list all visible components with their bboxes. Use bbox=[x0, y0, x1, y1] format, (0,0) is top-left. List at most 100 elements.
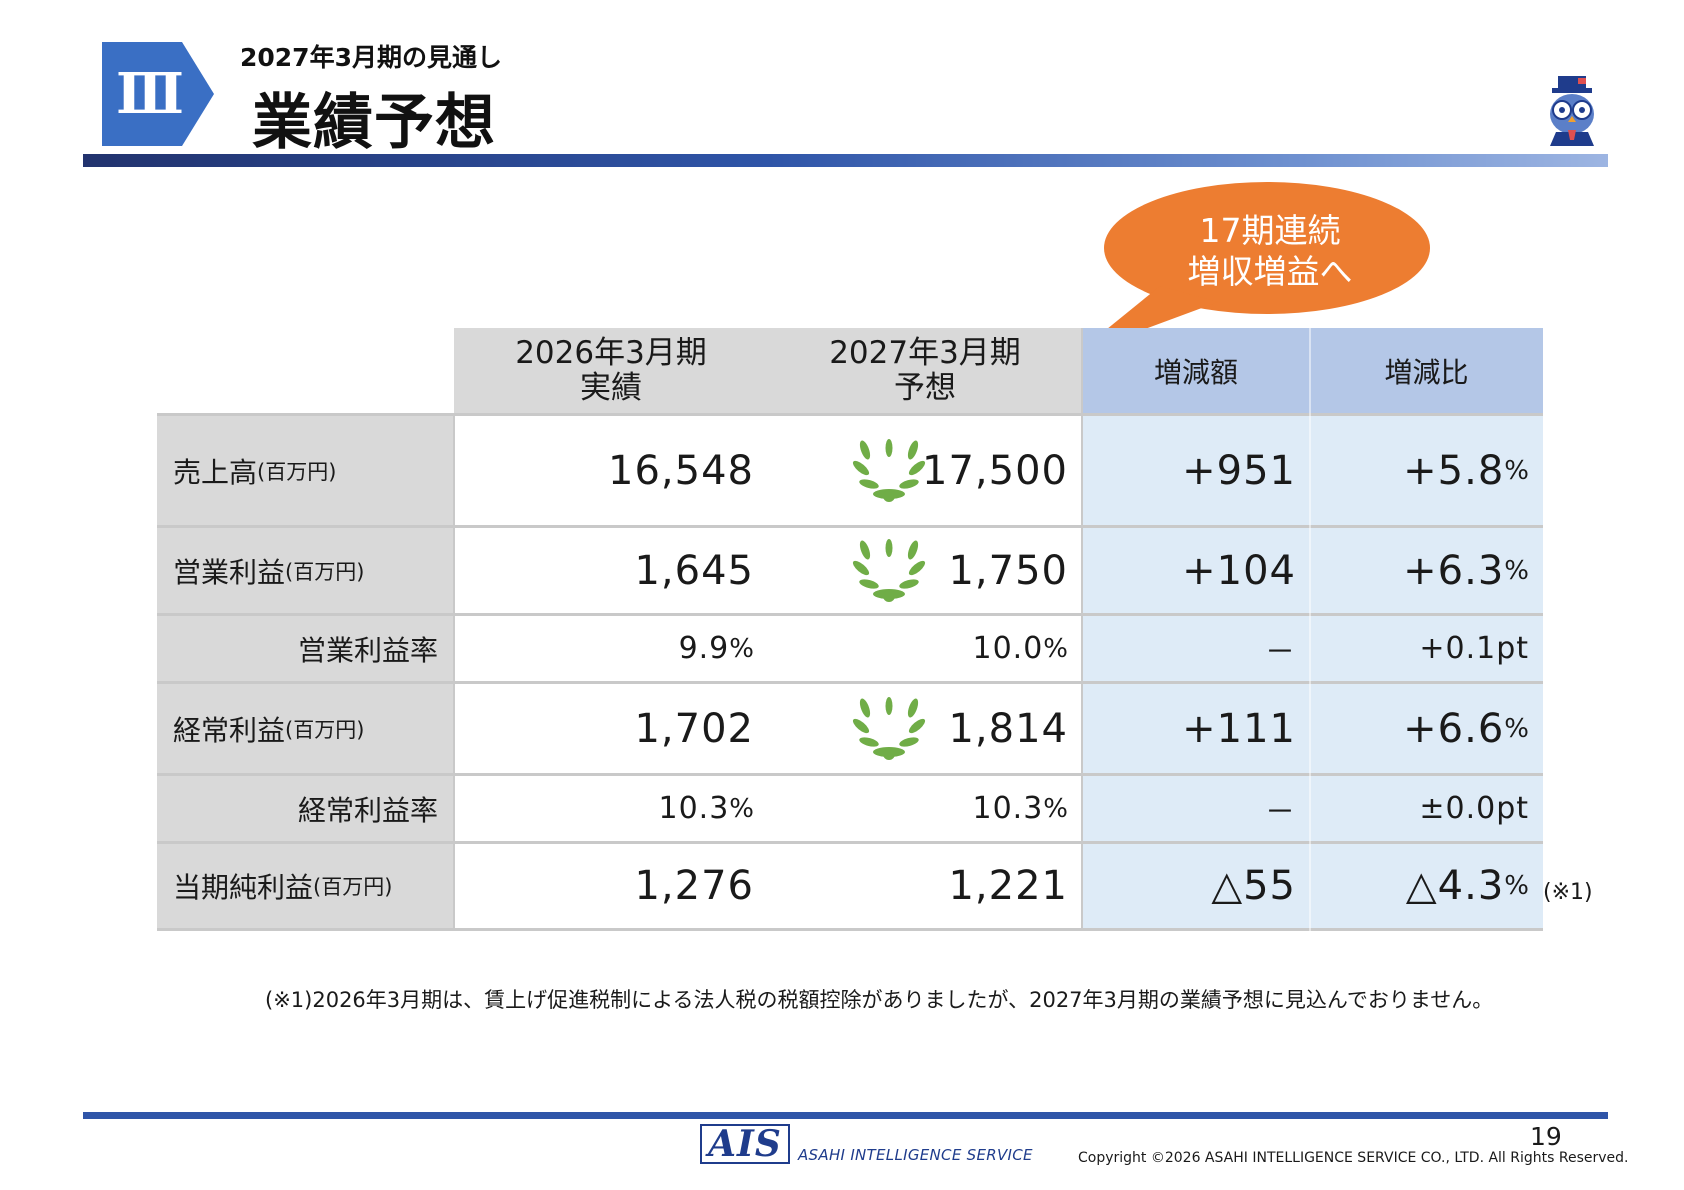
change-cell: － bbox=[1082, 776, 1310, 841]
col-header-actual: 2026年3月期 実績 bbox=[454, 328, 768, 414]
forecast-value: 10.3 bbox=[972, 791, 1044, 826]
actual-cell: 1,645 bbox=[454, 528, 768, 613]
actual-value: 1,702 bbox=[634, 705, 754, 752]
table-row: 営業利益率 9.9% 10.0% － +0.1pt bbox=[157, 616, 1543, 681]
table-row: 当期純利益 (百万円) 1,276 1,221 △55 △4.3% bbox=[157, 844, 1543, 928]
row-unit: (百万円) bbox=[313, 875, 393, 899]
row-divider bbox=[157, 681, 1543, 684]
change-cell: △55 bbox=[1082, 844, 1310, 928]
actual-value: 1,645 bbox=[634, 547, 754, 594]
table-row: 経常利益率 10.3% 10.3% － ±0.0pt bbox=[157, 776, 1543, 841]
ratio-suffix: % bbox=[1504, 871, 1529, 901]
forecast-cell: 1,750 bbox=[768, 528, 1082, 613]
forecast-cell: 17,500 bbox=[768, 416, 1082, 525]
col-header-change-ratio-label: 増減比 bbox=[1384, 356, 1469, 389]
forecast-cell: 10.3% bbox=[768, 776, 1082, 841]
ratio-value: +6.3 bbox=[1403, 547, 1505, 594]
row-label: 営業利益 (百万円) bbox=[157, 528, 454, 613]
row-label: 経常利益率 bbox=[157, 776, 454, 841]
row-divider bbox=[157, 773, 1543, 776]
row-label: 経常利益 (百万円) bbox=[157, 684, 454, 773]
owl-mascot-icon bbox=[1542, 74, 1602, 150]
row-unit: (百万円) bbox=[285, 717, 365, 742]
actual-value: 1,276 bbox=[634, 863, 754, 909]
actual-value: 9.9 bbox=[678, 631, 730, 666]
ratio-cell: +5.8% bbox=[1310, 416, 1543, 525]
forecast-cell: 1,814 bbox=[768, 684, 1082, 773]
footnote: (※1)2026年3月期は、賃上げ促進税制による法人税の税額控除がありましたが、… bbox=[265, 988, 1494, 1012]
change-value: +111 bbox=[1182, 705, 1296, 752]
actual-cell: 16,548 bbox=[454, 416, 768, 525]
laurel-wreath-icon bbox=[851, 696, 927, 762]
note-marker: (※1) bbox=[1543, 880, 1593, 905]
ratio-value: ±0.0pt bbox=[1419, 791, 1529, 826]
row-unit: (百万円) bbox=[285, 559, 365, 584]
col-header-forecast: 2027年3月期 予想 bbox=[768, 328, 1082, 414]
ratio-suffix: % bbox=[1504, 555, 1529, 586]
column-divider bbox=[1081, 328, 1083, 931]
page-number: 19 bbox=[1530, 1122, 1562, 1151]
col-header-change-amount-label: 増減額 bbox=[1153, 356, 1238, 389]
forecast-value: 1,221 bbox=[948, 863, 1068, 909]
row-label: 営業利益率 bbox=[157, 616, 454, 681]
page-subtitle: 2027年3月期の見通し bbox=[240, 43, 502, 72]
change-cell: +951 bbox=[1082, 416, 1310, 525]
forecast-suffix: % bbox=[1043, 793, 1068, 824]
row-divider bbox=[157, 613, 1543, 616]
change-cell: － bbox=[1082, 616, 1310, 681]
ratio-value: +5.8 bbox=[1403, 447, 1505, 494]
forecast-cell: 1,221 bbox=[768, 844, 1082, 928]
row-label-text: 営業利益 bbox=[173, 555, 286, 589]
row-label-text: 当期純利益 bbox=[173, 871, 314, 904]
col-header-change-amount: 増減額 bbox=[1082, 328, 1310, 414]
row-label-text: 経常利益率 bbox=[297, 793, 438, 827]
change-value: +104 bbox=[1182, 547, 1296, 594]
col-header-change-ratio: 増減比 bbox=[1310, 328, 1543, 414]
actual-cell: 1,702 bbox=[454, 684, 768, 773]
ratio-cell: +0.1pt bbox=[1310, 616, 1543, 681]
forecast-cell: 10.0% bbox=[768, 616, 1082, 681]
actual-value: 10.3 bbox=[658, 791, 730, 826]
ratio-suffix: % bbox=[1504, 713, 1529, 744]
section-number: Ⅲ bbox=[115, 61, 184, 127]
ratio-cell: △4.3% bbox=[1310, 844, 1543, 928]
callout-line-2: 増収増益へ bbox=[1187, 252, 1353, 291]
footer-divider bbox=[83, 1112, 1608, 1119]
forecast-value: 1,750 bbox=[948, 547, 1068, 594]
row-label: 当期純利益 (百万円) bbox=[157, 844, 454, 928]
row-divider bbox=[157, 525, 1543, 528]
change-value: +951 bbox=[1182, 447, 1296, 494]
callout-line-1: 17期連続 bbox=[1199, 211, 1341, 250]
row-divider bbox=[157, 928, 1543, 931]
forecast-suffix: % bbox=[1043, 633, 1068, 664]
ratio-value: +0.1pt bbox=[1419, 631, 1529, 666]
change-value: △55 bbox=[1211, 863, 1296, 909]
row-divider bbox=[157, 413, 1543, 416]
forecast-value: 17,500 bbox=[922, 447, 1068, 494]
change-cell: +111 bbox=[1082, 684, 1310, 773]
header-divider bbox=[83, 154, 1608, 167]
row-label-text: 売上高 bbox=[173, 455, 258, 489]
column-divider bbox=[1309, 328, 1311, 931]
company-name: ASAHI INTELLIGENCE SERVICE bbox=[798, 1146, 1033, 1164]
table-row: 営業利益 (百万円) 1,645 1,750 +104 +6.3% bbox=[157, 528, 1543, 613]
ratio-cell: +6.6% bbox=[1310, 684, 1543, 773]
callout-text: 17期連続 増収増益へ bbox=[1100, 210, 1440, 292]
col-header-actual-kind: 実績 bbox=[580, 370, 642, 406]
row-divider bbox=[157, 841, 1543, 844]
ratio-value: +6.6 bbox=[1403, 705, 1505, 752]
col-header-actual-period: 2026年3月期 bbox=[515, 335, 707, 371]
company-logo: AIS bbox=[700, 1123, 790, 1165]
col-header-forecast-kind: 予想 bbox=[894, 370, 956, 406]
change-cell: +104 bbox=[1082, 528, 1310, 613]
change-value: － bbox=[1265, 794, 1296, 830]
row-label-text: 経常利益 bbox=[173, 713, 286, 747]
table-row: 経常利益 (百万円) 1,702 1,814 +111 +6.6% bbox=[157, 684, 1543, 773]
actual-suffix: % bbox=[729, 793, 754, 824]
actual-suffix: % bbox=[729, 633, 754, 664]
actual-cell: 1,276 bbox=[454, 844, 768, 928]
column-divider bbox=[453, 413, 455, 931]
row-label: 売上高 (百万円) bbox=[157, 416, 454, 525]
ratio-value: △4.3 bbox=[1405, 863, 1505, 909]
ratio-cell: +6.3% bbox=[1310, 528, 1543, 613]
